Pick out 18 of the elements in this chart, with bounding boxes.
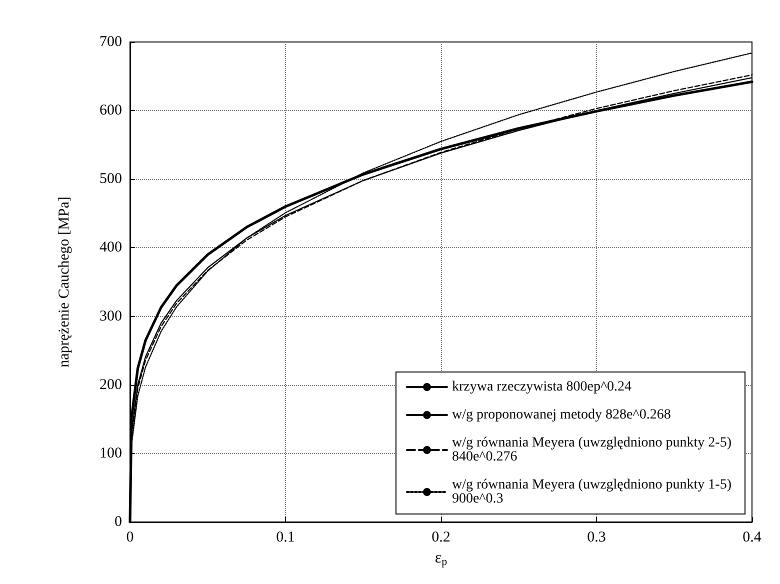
y-tick-label: 100 (100, 445, 122, 462)
legend-label: w/g proponowanej metody 828e^0.268 (452, 408, 671, 422)
y-tick-label: 700 (100, 34, 122, 50)
x-tick-label: 0.3 (587, 530, 606, 546)
legend-label: krzywa rzeczywista 800ep^0.24 (452, 380, 632, 394)
y-tick-label: 600 (100, 102, 122, 119)
legend-label: w/g równania Meyera (uwzględniono punkty 1-5) 900e^0.3 (452, 478, 736, 506)
y-tick-label: 0 (114, 514, 122, 530)
x-tick-label: 0 (126, 530, 134, 546)
y-tick-label: 500 (100, 171, 122, 188)
legend-label: w/g równania Meyera (uwzględniono punkty 2-5) 840e^0.276 (452, 436, 736, 464)
y-tick-label: 200 (100, 376, 122, 393)
x-tick-label: 0.2 (432, 530, 450, 546)
y-tick-label: 400 (100, 240, 122, 256)
y-axis-title: naprężenie Cauchego [MPa] (56, 196, 72, 368)
x-tick-label: 0.1 (276, 530, 295, 546)
x-tick-label: 0.4 (742, 530, 762, 546)
y-tick-label: 300 (100, 308, 122, 324)
